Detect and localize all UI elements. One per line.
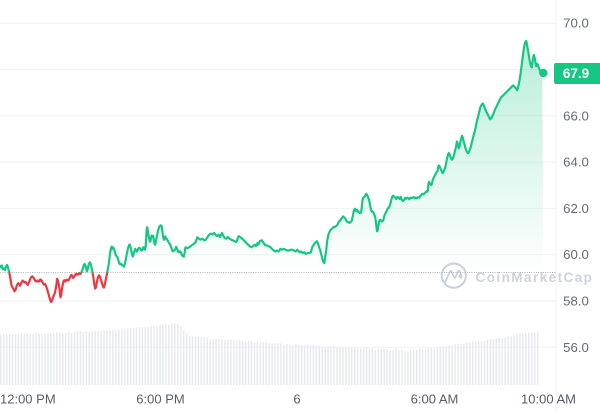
svg-text:6:00 PM: 6:00 PM	[136, 392, 184, 407]
svg-text:56.0: 56.0	[563, 340, 589, 355]
svg-text:66.0: 66.0	[563, 108, 589, 123]
svg-text:64.0: 64.0	[563, 155, 589, 170]
svg-text:58.0: 58.0	[563, 294, 589, 309]
svg-text:67.9: 67.9	[563, 66, 589, 81]
svg-text:60.0: 60.0	[563, 247, 589, 262]
svg-text:6:00 AM: 6:00 AM	[411, 392, 459, 407]
svg-text:6: 6	[293, 392, 300, 407]
svg-text:12:00 PM: 12:00 PM	[0, 392, 56, 407]
svg-text:10:00 AM: 10:00 AM	[521, 392, 576, 407]
svg-text:62.0: 62.0	[563, 201, 589, 216]
svg-text:70.0: 70.0	[563, 16, 589, 31]
svg-text:CoinMarketCap: CoinMarketCap	[476, 270, 594, 285]
